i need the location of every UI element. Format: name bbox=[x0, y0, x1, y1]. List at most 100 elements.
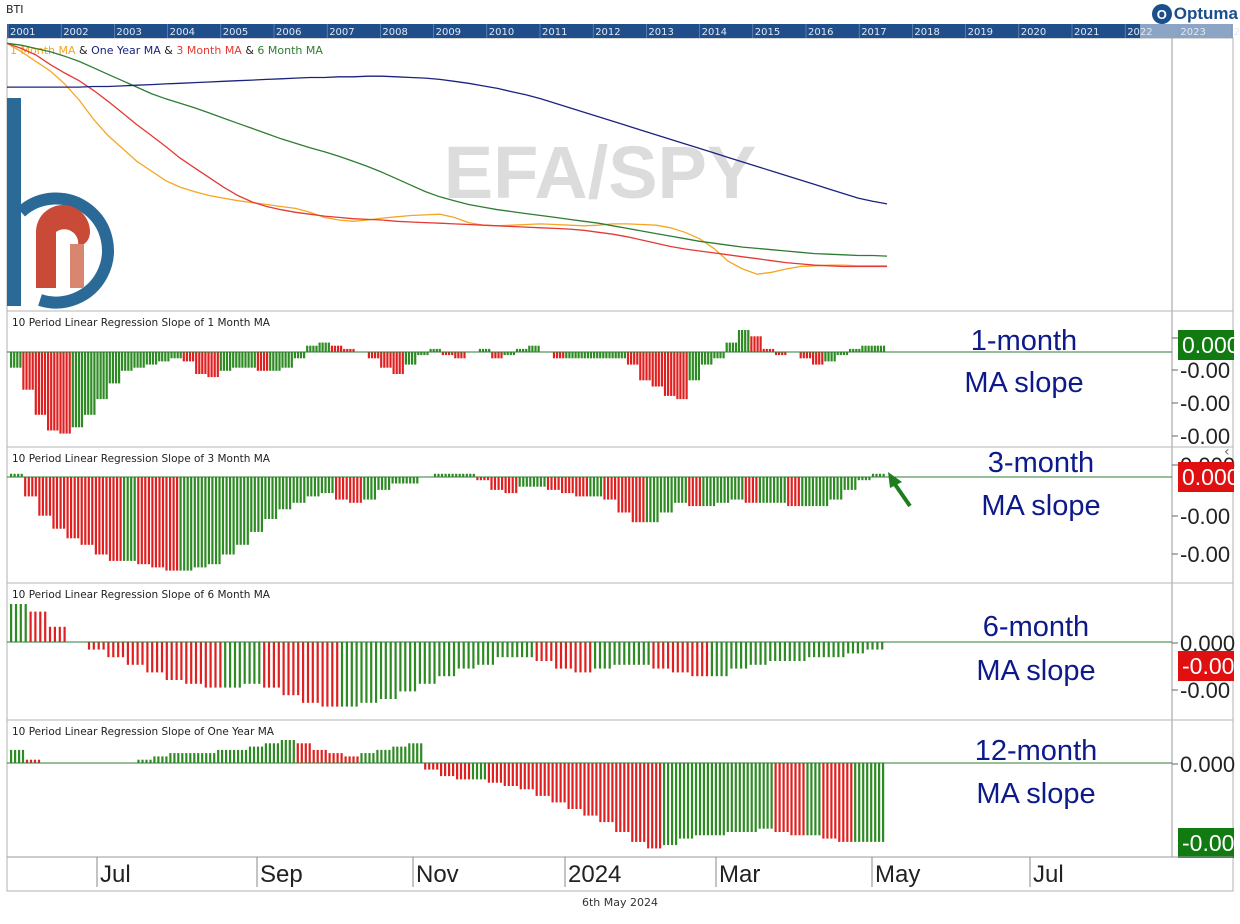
histogram-bar bbox=[131, 642, 134, 665]
histogram-bar bbox=[22, 352, 25, 390]
histogram-bar bbox=[317, 477, 320, 497]
histogram-bar bbox=[818, 352, 821, 365]
histogram-bar bbox=[269, 352, 272, 371]
histogram-bar bbox=[758, 763, 761, 829]
histogram-bar bbox=[522, 477, 525, 487]
histogram-bar bbox=[535, 763, 538, 796]
histogram-bar bbox=[645, 352, 648, 381]
histogram-bar bbox=[380, 749, 383, 763]
histogram-bar bbox=[788, 642, 791, 661]
histogram-bar bbox=[710, 763, 713, 836]
histogram-bar bbox=[14, 604, 18, 642]
histogram-bar bbox=[404, 642, 407, 692]
histogram-bar bbox=[66, 477, 69, 539]
histogram-bar bbox=[80, 352, 84, 428]
histogram-bar bbox=[460, 352, 463, 359]
histogram-bar bbox=[412, 743, 415, 763]
histogram-bar bbox=[418, 642, 421, 684]
timeline-bar bbox=[7, 24, 1233, 38]
ma-line-1-month-ma bbox=[6, 42, 887, 275]
histogram-bar bbox=[433, 642, 436, 684]
histogram-bar bbox=[198, 352, 201, 374]
legend: 1 Month MA & One Year MA & 3 Month MA & … bbox=[10, 44, 323, 57]
histogram-bar bbox=[185, 352, 188, 362]
histogram-bar bbox=[344, 756, 347, 763]
histogram-bar bbox=[637, 642, 640, 665]
histogram-bar bbox=[423, 642, 426, 684]
histogram-bar bbox=[454, 352, 457, 359]
histogram-bar bbox=[37, 352, 40, 415]
histogram-bar bbox=[624, 477, 627, 513]
histogram-bar bbox=[133, 352, 136, 368]
histogram-bar bbox=[448, 642, 451, 677]
histogram-bar bbox=[861, 477, 864, 481]
histogram-bar bbox=[855, 348, 858, 352]
histogram-bar bbox=[749, 642, 752, 665]
histogram-bar bbox=[209, 753, 212, 763]
legend-item: & bbox=[75, 44, 91, 57]
histogram-bar bbox=[320, 749, 323, 763]
histogram-bar bbox=[19, 352, 22, 368]
timeline-year-label: 2004 bbox=[170, 27, 195, 38]
histogram-bar bbox=[603, 763, 606, 823]
histogram-bar bbox=[773, 477, 776, 503]
histogram-bar bbox=[686, 642, 689, 673]
histogram-bar bbox=[741, 330, 744, 352]
histogram-bar bbox=[43, 352, 47, 415]
histogram-bar bbox=[377, 477, 380, 490]
histogram-bar bbox=[730, 642, 733, 669]
histogram-bar bbox=[448, 763, 451, 777]
histogram-bar bbox=[751, 477, 754, 503]
histogram-bar bbox=[532, 477, 535, 487]
histogram-bar bbox=[552, 352, 556, 359]
histogram-bar bbox=[479, 763, 483, 780]
histogram-bar bbox=[296, 743, 299, 763]
histogram-bar bbox=[153, 756, 156, 763]
histogram-bar bbox=[173, 352, 176, 359]
histogram-bar bbox=[207, 352, 210, 378]
histogram-bar bbox=[392, 352, 395, 374]
histogram-bar bbox=[623, 763, 626, 832]
histogram-bar bbox=[766, 763, 769, 829]
ma-line-one-year-ma bbox=[7, 75, 888, 205]
histogram-bar bbox=[167, 352, 170, 362]
histogram-bar bbox=[102, 642, 105, 650]
histogram-bar bbox=[356, 756, 359, 763]
timeline-year-label: 2007 bbox=[329, 27, 354, 38]
histogram-bar bbox=[655, 763, 658, 849]
histogram-bar bbox=[642, 642, 645, 665]
histogram-bar bbox=[582, 477, 585, 497]
histogram-bar bbox=[50, 352, 53, 431]
histogram-bar bbox=[388, 749, 391, 763]
histogram-bar bbox=[141, 642, 144, 665]
histogram-bar bbox=[105, 477, 108, 555]
histogram-bar bbox=[188, 352, 192, 362]
histogram-bar bbox=[303, 352, 306, 359]
histogram-bar bbox=[63, 626, 66, 642]
histogram-bar bbox=[368, 753, 371, 763]
histogram-bar bbox=[882, 345, 886, 352]
histogram-bar bbox=[577, 352, 580, 359]
timeline-year-label: 2023 bbox=[1180, 27, 1205, 38]
histogram-bar bbox=[352, 348, 355, 352]
timeline-year-label: 2015 bbox=[755, 27, 780, 38]
histogram-bar bbox=[518, 348, 522, 352]
histogram-bar bbox=[608, 352, 611, 359]
histogram-bar bbox=[852, 348, 855, 352]
slope-annotation-line1: 1-month bbox=[971, 325, 1077, 357]
histogram-bar bbox=[633, 352, 636, 365]
histogram-bar bbox=[297, 642, 300, 696]
histogram-bar bbox=[584, 642, 587, 673]
timeline-year-label: 2010 bbox=[489, 27, 514, 38]
histogram-bar bbox=[318, 342, 321, 352]
histogram-bar bbox=[798, 642, 801, 661]
histogram-bar bbox=[765, 477, 769, 503]
histogram-bar bbox=[762, 348, 765, 352]
histogram-bar bbox=[774, 763, 777, 832]
histogram-bar bbox=[364, 753, 367, 763]
histogram-bar bbox=[404, 352, 407, 365]
histogram-bar bbox=[27, 477, 30, 497]
histogram-bar bbox=[199, 642, 202, 684]
histogram-bar bbox=[428, 642, 431, 684]
histogram-bar bbox=[45, 477, 48, 516]
